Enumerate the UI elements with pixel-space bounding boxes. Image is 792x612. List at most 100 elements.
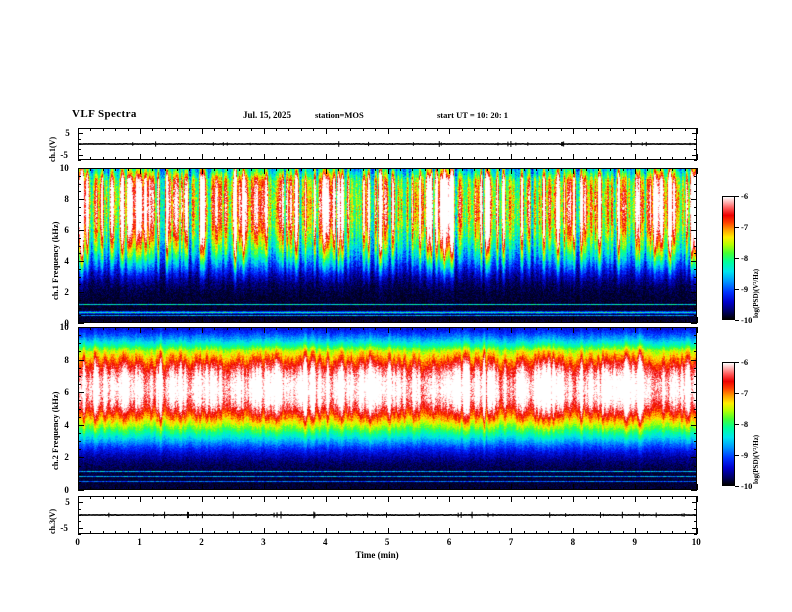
x-minor-tick xyxy=(301,128,302,131)
x-major-tick xyxy=(140,128,141,134)
x-minor-tick xyxy=(115,157,116,160)
x-minor-tick xyxy=(660,496,661,499)
x-minor-tick xyxy=(474,128,475,131)
ch1-freq-minor-tick xyxy=(694,277,697,278)
x-minor-tick xyxy=(474,487,475,490)
x-minor-tick xyxy=(647,327,648,330)
x-minor-tick xyxy=(598,320,599,323)
ch1-freq-minor-tick xyxy=(78,238,81,239)
x-major-tick xyxy=(78,484,79,490)
x-major-tick xyxy=(202,168,203,174)
ch1-freq-minor-tick xyxy=(78,300,81,301)
x-minor-tick xyxy=(425,157,426,160)
x-minor-tick xyxy=(115,128,116,131)
ch2-colorbar-tick xyxy=(735,455,739,456)
x-minor-tick xyxy=(239,168,240,171)
x-major-tick xyxy=(140,317,141,323)
ch2-spectrogram-panel xyxy=(78,327,697,490)
x-major-tick xyxy=(326,168,327,174)
x-minor-tick xyxy=(239,320,240,323)
x-major-tick xyxy=(697,327,698,333)
ch1-freq-minor-tick xyxy=(78,277,81,278)
x-minor-tick xyxy=(350,168,351,171)
x-minor-tick xyxy=(623,496,624,499)
x-minor-tick xyxy=(462,128,463,131)
ch1-freq-minor-tick xyxy=(78,253,81,254)
x-minor-tick xyxy=(499,531,500,534)
x-minor-tick xyxy=(350,157,351,160)
x-tick-label-3: 3 xyxy=(261,537,266,547)
x-minor-tick xyxy=(350,128,351,131)
x-minor-tick xyxy=(251,320,252,323)
x-major-tick xyxy=(264,317,265,323)
x-minor-tick xyxy=(437,128,438,131)
x-tick-label-5: 5 xyxy=(384,537,390,547)
x-minor-tick xyxy=(524,496,525,499)
x-minor-tick xyxy=(128,157,129,160)
ch1-volt-minor-tick xyxy=(694,128,697,129)
ch2-freq-major-tick xyxy=(78,392,84,393)
x-minor-tick xyxy=(251,496,252,499)
x-minor-tick xyxy=(462,168,463,171)
x-minor-tick xyxy=(685,168,686,171)
x-minor-tick xyxy=(400,327,401,330)
x-minor-tick xyxy=(672,487,673,490)
x-minor-tick xyxy=(103,157,104,160)
x-tick-label-7: 7 xyxy=(508,537,514,547)
x-major-tick xyxy=(573,168,574,174)
x-major-tick xyxy=(140,496,141,502)
ch1-freq-minor-tick xyxy=(694,253,697,254)
x-minor-tick xyxy=(115,496,116,499)
x-minor-tick xyxy=(487,157,488,160)
ch1-freq-minor-tick xyxy=(78,215,81,216)
x-minor-tick xyxy=(499,487,500,490)
ch3-volt-minor-tick xyxy=(694,509,697,510)
x-minor-tick xyxy=(647,531,648,534)
ch2-freq-major-tick xyxy=(691,327,697,328)
x-major-tick xyxy=(388,528,389,534)
x-minor-tick xyxy=(474,327,475,330)
ch1-freq-minor-tick xyxy=(694,284,697,285)
x-major-tick xyxy=(78,327,79,333)
x-minor-tick xyxy=(276,327,277,330)
x-minor-tick xyxy=(152,327,153,330)
ch1-freq-tick-label-4: 4 xyxy=(64,256,69,266)
x-major-tick xyxy=(697,484,698,490)
x-minor-tick xyxy=(536,327,537,330)
x-minor-tick xyxy=(561,531,562,534)
x-minor-tick xyxy=(474,157,475,160)
x-minor-tick xyxy=(524,128,525,131)
ch2-colorbar-tick xyxy=(735,424,739,425)
ch2-freq-major-tick xyxy=(691,457,697,458)
x-major-tick xyxy=(697,317,698,323)
x-minor-tick xyxy=(412,496,413,499)
x-minor-tick xyxy=(437,496,438,499)
x-major-tick xyxy=(388,496,389,502)
ch1-volt-minor-tick xyxy=(694,133,697,134)
x-minor-tick xyxy=(548,320,549,323)
x-minor-tick xyxy=(412,157,413,160)
x-major-tick xyxy=(264,154,265,160)
x-minor-tick xyxy=(301,320,302,323)
x-minor-tick xyxy=(672,168,673,171)
ch1-colorbar xyxy=(722,196,735,320)
x-minor-tick xyxy=(647,128,648,131)
x-major-tick xyxy=(449,154,450,160)
ch2-freq-tick-label-10: 10 xyxy=(59,322,69,332)
x-minor-tick xyxy=(128,487,129,490)
x-minor-tick xyxy=(598,327,599,330)
x-minor-tick xyxy=(115,531,116,534)
ch1-freq-major-tick xyxy=(691,168,697,169)
x-minor-tick xyxy=(115,320,116,323)
x-minor-tick xyxy=(487,327,488,330)
x-minor-tick xyxy=(586,327,587,330)
x-major-tick xyxy=(697,168,698,174)
x-minor-tick xyxy=(165,327,166,330)
x-minor-tick xyxy=(660,487,661,490)
x-minor-tick xyxy=(350,531,351,534)
x-minor-tick xyxy=(90,320,91,323)
x-minor-tick xyxy=(586,168,587,171)
x-minor-tick xyxy=(536,487,537,490)
x-major-tick xyxy=(202,317,203,323)
x-minor-tick xyxy=(338,327,339,330)
